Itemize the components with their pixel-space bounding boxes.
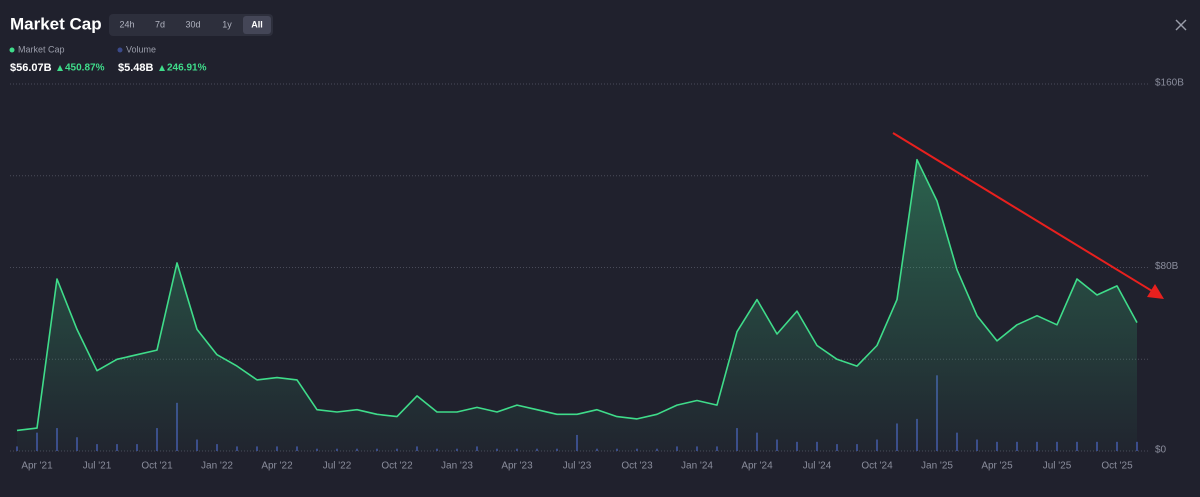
- tab[interactable]: All: [251, 19, 263, 29]
- x-tick-label: Jul '24: [803, 461, 832, 472]
- tab[interactable]: 24h: [119, 19, 134, 29]
- x-tick-label: Apr '23: [501, 461, 533, 472]
- x-tick-label: Jan '22: [201, 461, 233, 472]
- plot: $0 $80B $160B Apr '21 Jul '21 Oct '21 Jan '22 A…: [10, 78, 1184, 472]
- x-tick-label: Apr '22: [261, 461, 293, 472]
- up-caret: [159, 65, 165, 71]
- x-tick-label: Jan '25: [921, 461, 953, 472]
- x-tick-label: Oct '25: [1101, 461, 1133, 472]
- x-tick-label: Oct '23: [621, 461, 653, 472]
- legend-dot: [117, 47, 123, 53]
- x-tick-label: Oct '24: [861, 461, 893, 472]
- y-tick-label: $0: [1155, 445, 1167, 456]
- x-tick-label: Jul '21: [83, 461, 112, 472]
- x-tick-label: Jul '22: [323, 461, 352, 472]
- tab[interactable]: 30d: [185, 19, 200, 29]
- summary-change: 450.87%: [65, 63, 105, 74]
- line: [16, 158, 1138, 432]
- legend-dot: [9, 47, 15, 53]
- x-tick-label: Jul '25: [1043, 461, 1072, 472]
- legend-label: Volume: [126, 44, 156, 54]
- summary-change: 246.91%: [167, 63, 207, 74]
- trend-arrow: [892, 132, 1164, 299]
- x-tick-label: Oct '22: [381, 461, 413, 472]
- y-tick-label: $160B: [1155, 78, 1184, 89]
- x-tick-label: Jan '23: [441, 461, 473, 472]
- active-tab-bg: [243, 16, 271, 34]
- area: [17, 159, 1137, 451]
- x-tick-label: Apr '21: [21, 461, 53, 472]
- y-tick-label: $80B: [1155, 261, 1179, 272]
- x-tick-label: Apr '25: [981, 461, 1013, 472]
- x-tick-label: Oct '21: [141, 461, 173, 472]
- x-tick-label: Apr '24: [741, 461, 773, 472]
- legend-label: Market Cap: [18, 44, 65, 54]
- summary-value: $56.07B: [10, 62, 52, 74]
- close-button[interactable]: [1175, 19, 1187, 31]
- tab[interactable]: 1y: [222, 19, 232, 29]
- title: Market Cap: [10, 14, 102, 33]
- x-tick-label: Jan '24: [681, 461, 713, 472]
- up-caret: [57, 65, 63, 71]
- tab[interactable]: 7d: [155, 19, 165, 29]
- summary-value: $5.48B: [118, 62, 154, 74]
- x-tick-label: Jul '23: [563, 461, 592, 472]
- tab-group: [109, 14, 273, 36]
